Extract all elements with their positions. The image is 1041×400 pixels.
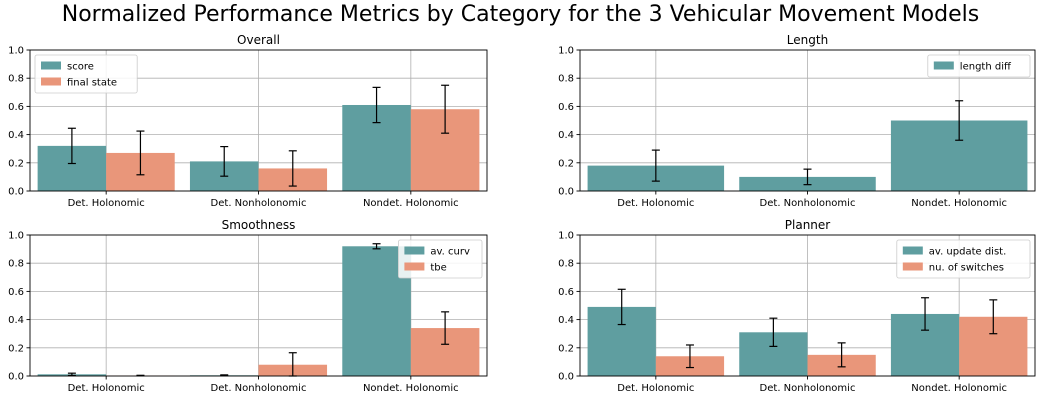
subplot-title: Smoothness [222, 218, 296, 232]
legend-swatch [902, 246, 923, 255]
y-tick-label: 0.6 [8, 102, 24, 113]
legend-swatch [404, 246, 425, 255]
subplot-title: Planner [785, 218, 831, 232]
legend-swatch [41, 61, 61, 70]
y-tick-label: 0.4 [558, 315, 574, 326]
y-tick-label: 0.2 [8, 343, 24, 354]
legend-label: score [67, 62, 94, 73]
y-tick-label: 0.2 [558, 158, 574, 169]
x-tick-label: Det. Nonholonomic [211, 383, 307, 394]
x-tick-label: Det. Nonholonomic [211, 198, 307, 209]
legend-box [896, 239, 1031, 279]
y-tick-label: 0.2 [558, 343, 574, 354]
legend-label: av. curv [430, 247, 470, 258]
y-tick-label: 0.4 [8, 130, 24, 141]
subplot-title: Length [787, 33, 828, 47]
y-tick-label: 0.0 [8, 187, 24, 198]
y-tick-label: 0.8 [558, 259, 574, 270]
y-tick-label: 0.8 [8, 74, 24, 85]
y-tick-label: 0.0 [558, 187, 574, 198]
y-tick-label: 0.0 [8, 372, 24, 383]
y-tick-label: 1.0 [8, 46, 24, 57]
y-tick-label: 1.0 [558, 231, 574, 242]
x-tick-label: Nondet. Holonomic [363, 383, 459, 394]
x-tick-label: Nondet. Holonomic [911, 198, 1007, 209]
y-tick-label: 0.6 [558, 287, 574, 298]
y-tick-label: 0.8 [8, 259, 24, 270]
legend-swatch [404, 262, 425, 271]
x-tick-label: Det. Nonholonomic [760, 383, 856, 394]
y-tick-label: 0.6 [8, 287, 24, 298]
x-tick-label: Det. Nonholonomic [760, 198, 856, 209]
legend-swatch [41, 77, 61, 86]
y-tick-label: 0.4 [558, 130, 574, 141]
subplot-title: Overall [237, 33, 280, 47]
legend-box [927, 54, 1031, 78]
legend-label: av. update dist. [929, 247, 1006, 258]
y-tick-label: 0.2 [8, 158, 24, 169]
y-tick-label: 0.4 [8, 315, 24, 326]
legend-label: tbe [430, 263, 446, 274]
y-tick-label: 0.8 [558, 74, 574, 85]
legend-label: length diff [960, 62, 1012, 73]
y-tick-label: 0.6 [558, 102, 574, 113]
x-tick-label: Det. Holonomic [617, 198, 694, 209]
x-tick-label: Nondet. Holonomic [911, 383, 1007, 394]
x-tick-label: Det. Holonomic [68, 198, 145, 209]
x-tick-label: Nondet. Holonomic [363, 198, 459, 209]
y-tick-label: 1.0 [8, 231, 24, 242]
legend-label: nu. of switches [929, 263, 1004, 274]
y-tick-label: 1.0 [558, 46, 574, 57]
legend-label: final state [67, 78, 117, 89]
x-tick-label: Det. Holonomic [617, 383, 694, 394]
legend-swatch [933, 61, 954, 70]
legend-swatch [902, 262, 923, 271]
x-tick-label: Det. Holonomic [68, 383, 145, 394]
figure-title: Normalized Performance Metrics by Catego… [61, 2, 980, 27]
y-tick-label: 0.0 [558, 372, 574, 383]
